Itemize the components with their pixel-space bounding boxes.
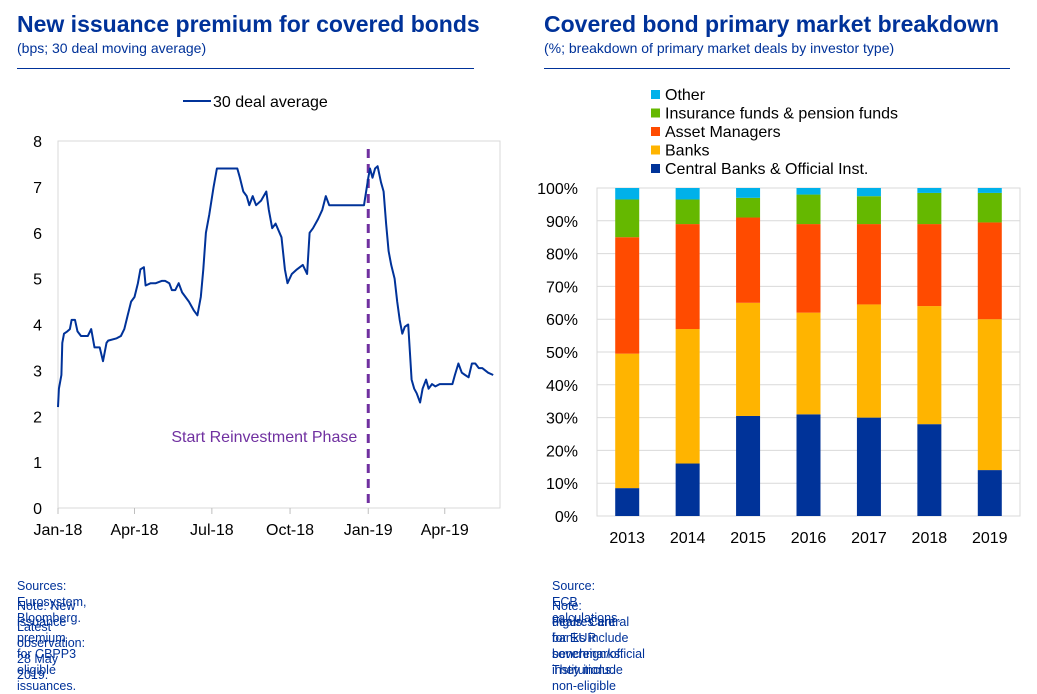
series-line-30-deal-average (57, 165, 494, 408)
right-note-line-2: deals. Central banks include sovereign/o… (552, 615, 645, 677)
bar-segment (977, 470, 1002, 516)
y-tick-label: 1 (33, 455, 42, 472)
right-chart-subtitle: (%; breakdown of primary market deals by… (544, 40, 895, 56)
y-tick-label: 80% (546, 247, 578, 264)
bar-segment (675, 199, 700, 225)
x-tick-label: 2017 (851, 530, 887, 547)
y-tick-label: 4 (33, 318, 42, 335)
line-chart: 0 1 2 3 4 5 6 7 8 Jan-18 Apr-18 Jul-18 Oct-18 Jan-19 A… (33, 94, 501, 539)
y-tick-label: 70% (546, 279, 578, 296)
x-tick-label: Jan-18 (34, 522, 83, 539)
y-tick-label: 30% (546, 411, 578, 428)
bar-segment (675, 188, 700, 200)
left-latest-observation: Latest observation: 28 May 2019. (17, 620, 86, 682)
y-tick-label: 7 (33, 180, 42, 197)
bar-segment (856, 196, 881, 225)
left-chart-subtitle: (bps; 30 deal moving average) (17, 40, 207, 56)
y-tick-label: 5 (33, 272, 42, 289)
legend-swatch (651, 127, 660, 136)
legend-swatch (651, 164, 660, 173)
bar-segment (856, 417, 881, 516)
y-tick-label: 10% (546, 476, 578, 493)
legend-label: Insurance funds & pension funds (665, 106, 898, 123)
left-sources: Sources: Eurosystem, Bloomberg. (17, 579, 87, 625)
x-tick-label: 2019 (972, 530, 1008, 547)
legend-swatch (651, 108, 660, 118)
x-tick-label: 2014 (670, 530, 706, 547)
bar-segment (736, 415, 761, 516)
bar-segment (736, 302, 761, 416)
legend-label: Other (665, 87, 706, 104)
legend-swatch (651, 90, 660, 99)
legend-label: Central Banks & Official Inst. (665, 161, 868, 178)
bar-segment (736, 217, 761, 303)
y-tick-label: 6 (33, 226, 42, 243)
bar-segment (917, 224, 942, 307)
bar-segment (977, 192, 1002, 223)
y-tick-label: 8 (33, 134, 42, 151)
annotation-label: Start Reinvestment Phase (171, 429, 357, 446)
y-tick-label: 0% (555, 509, 578, 526)
bar-segment (977, 319, 1002, 471)
bar-segment (977, 222, 1002, 320)
left-title-rule (17, 68, 474, 69)
y-tick-label: 20% (546, 443, 578, 460)
stacked-bar-chart: 0% 10% 20% 30% 40% 50% 60% 70% 80% 90% 100% 2013 201… (537, 87, 1021, 547)
bar-segment (615, 237, 640, 354)
bar-segment (917, 188, 942, 193)
bar-segment (615, 488, 640, 516)
right-title-rule (544, 68, 1010, 69)
y-tick-label: 0 (33, 501, 42, 518)
x-tick-label: Jul-18 (190, 522, 234, 539)
x-tick-label: Apr-19 (421, 522, 469, 539)
left-chart-title: New issuance premium for covered bonds (17, 11, 480, 37)
bar-segment (675, 329, 700, 464)
bar-segment (917, 192, 942, 225)
y-tick-label: 60% (546, 312, 578, 329)
bar-segment (796, 194, 821, 225)
y-tick-label: 50% (546, 345, 578, 362)
bar-segment (736, 197, 761, 218)
y-tick-label: 90% (546, 214, 578, 231)
bar-segment (615, 199, 640, 238)
y-tick-label: 40% (546, 378, 578, 395)
bar-segment (917, 306, 942, 425)
x-tick-label: Apr-18 (110, 522, 158, 539)
x-tick-label: 2013 (609, 530, 645, 547)
x-tick-label: 2015 (730, 530, 766, 547)
y-tick-label: 100% (537, 181, 578, 198)
legend-swatch (651, 145, 660, 155)
x-tick-label: 2018 (912, 530, 948, 547)
bar-segment (615, 353, 640, 489)
bar-segment (796, 224, 821, 313)
bar-segment (615, 188, 640, 200)
right-source: Source: ECB calculations. (552, 579, 621, 625)
bar-segment (675, 224, 700, 330)
right-chart-title: Covered bond primary market breakdown (544, 11, 1000, 37)
bar-segment (977, 188, 1002, 193)
bar-segment (856, 304, 881, 418)
bar-segment (796, 414, 821, 516)
bar-segment (917, 424, 942, 516)
bar-segment (796, 188, 821, 195)
plot-area-border (57, 140, 501, 509)
legend-label: Asset Managers (665, 124, 781, 141)
bar-segment (796, 312, 821, 415)
x-tick-label: Oct-18 (266, 522, 314, 539)
bar-segment (856, 188, 881, 197)
y-tick-label: 2 (33, 409, 42, 426)
legend-label-30-deal-average: 30 deal average (213, 94, 328, 111)
bar-segment (736, 188, 761, 198)
x-tick-label: Jan-19 (344, 522, 393, 539)
bar-segment (675, 463, 700, 516)
bar-segment (856, 224, 881, 305)
x-tick-label: 2016 (791, 530, 827, 547)
legend-label: Banks (665, 143, 709, 160)
y-tick-label: 3 (33, 363, 42, 380)
